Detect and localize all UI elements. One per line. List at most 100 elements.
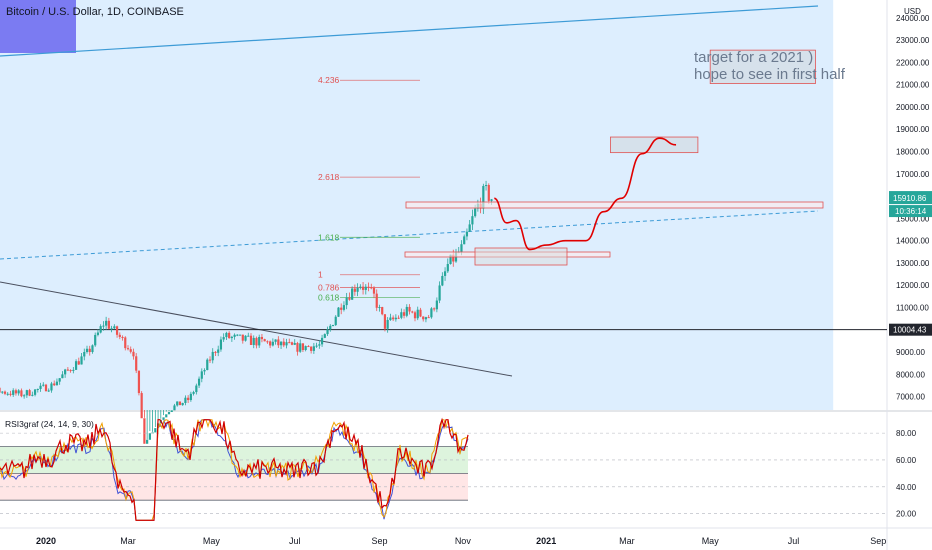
candle-body-2020-02-10	[99, 326, 102, 333]
candle-body-2020-11-10	[474, 208, 477, 217]
candle-body-2020-03-15	[146, 439, 149, 444]
candle-body-2020-02-16	[107, 320, 110, 329]
candle-body-2020-03-09	[137, 370, 141, 394]
candle-body-2020-07-05	[299, 343, 302, 352]
candle-body-2020-09-03	[381, 307, 384, 315]
candle-body-2020-04-04	[173, 405, 176, 411]
candle-body-2020-04-10	[181, 402, 184, 406]
candle-body-2020-10-25	[452, 254, 455, 262]
candle-body-2020-10-23	[449, 254, 452, 265]
candle-body-2020-08-02	[337, 307, 340, 317]
candle-body-2020-05-22	[238, 334, 242, 336]
candle-body-2020-01-15	[64, 369, 67, 375]
candle-body-2020-11-06	[468, 224, 471, 232]
fib-level-label: 0.786	[318, 282, 340, 292]
price-tick-label: 11000.00	[896, 304, 929, 313]
candle-body-2020-04-06	[176, 401, 179, 406]
candle-body-2019-12-24	[33, 389, 37, 395]
candle-body-2020-08-10	[348, 297, 351, 300]
candle-body-2020-05-16	[230, 336, 233, 339]
candle-body-2020-04-12	[184, 397, 187, 403]
rsi-red-line	[0, 417, 469, 521]
candle-body-2020-01-17	[66, 369, 69, 371]
candle-body-2020-03-27	[162, 417, 165, 420]
candle-body-2020-02-22	[115, 326, 119, 335]
candle-body-2020-01-25	[77, 361, 80, 365]
candle-body-2020-08-26	[370, 287, 373, 289]
candle-body-2020-04-26	[203, 370, 206, 372]
candle-body-2020-04-30	[208, 359, 212, 361]
candle-body-2020-01-05	[50, 383, 53, 391]
candle-body-2019-12-12	[17, 390, 20, 394]
candle-body-2020-08-30	[375, 293, 378, 308]
candle-body-2020-01-09	[55, 381, 59, 386]
candle-body-2020-08-22	[364, 286, 367, 290]
candle-body-2019-12-14	[20, 390, 23, 397]
candle-body-2020-07-31	[334, 316, 337, 326]
candle-body-2020-05-14	[228, 332, 231, 339]
candle-body-2020-01-19	[69, 370, 72, 372]
candle-body-2020-07-23	[323, 334, 326, 338]
candle-body-2019-12-22	[31, 394, 34, 396]
candle-body-2020-08-06	[342, 305, 346, 310]
candle-body-2020-06-13	[269, 341, 272, 346]
candle-body-2020-02-04	[91, 345, 94, 353]
fib-level-label: 0.618	[318, 292, 340, 302]
candle-body-2020-09-13	[394, 317, 397, 320]
channel-top-line	[0, 5, 819, 57]
price-tick-label: 7000.00	[896, 393, 925, 402]
candle-body-2020-05-04	[214, 351, 217, 353]
candle-body-2020-07-21	[320, 337, 324, 345]
candle-body-2020-10-31	[460, 244, 463, 252]
candle-body-2019-12-10	[14, 390, 18, 394]
candle-body-2020-07-25	[326, 329, 329, 335]
candle-body-2020-08-04	[340, 307, 343, 310]
candle-body-2020-08-18	[359, 286, 362, 288]
candle-body-2020-01-23	[74, 361, 78, 370]
candle-body-2020-10-11	[433, 308, 436, 310]
rsi-tick-label: 20.00	[896, 510, 917, 519]
candle-body-2020-09-05	[383, 314, 387, 329]
channel-dashed-line	[0, 210, 819, 260]
candle-body-2020-02-28	[124, 337, 127, 349]
candle-body-2020-09-11	[392, 317, 395, 320]
price-tick-label: 15000.00	[896, 214, 930, 223]
candle-body-2020-11-20	[487, 185, 490, 201]
candle-body-2020-09-07	[386, 319, 389, 329]
candle-body-2020-05-24	[241, 334, 244, 341]
candle-body-2020-06-05	[258, 336, 261, 346]
rsi-tick-label: 80.00	[896, 429, 917, 438]
candle-body-2020-10-09	[430, 308, 433, 318]
time-tick-label: Sep	[870, 536, 886, 546]
candle-body-2020-10-17	[441, 275, 444, 286]
candle-body-2020-07-03	[296, 343, 299, 352]
candle-body-2020-04-02	[170, 410, 173, 413]
candle-body-2019-12-02	[3, 391, 7, 394]
price-tick-label: 12000.00	[896, 281, 930, 290]
candle-body-2020-11-04	[465, 231, 469, 237]
candle-body-2020-05-12	[225, 332, 228, 338]
candle-body-2020-02-12	[102, 325, 105, 327]
annotation-line2: hope to see in first half	[694, 66, 846, 83]
candle-body-2020-08-12	[351, 288, 354, 300]
target-zone	[610, 136, 699, 154]
candle-body-2020-02-02	[88, 348, 91, 353]
price-tick-label: 14000.00	[896, 237, 930, 246]
price-tick-label: 18000.00	[896, 148, 930, 157]
candle-body-2020-03-21	[154, 428, 157, 433]
price-tick-label: 20000.00	[896, 103, 930, 112]
candle-body-2020-02-06	[94, 334, 97, 346]
candle-body-2020-04-22	[197, 378, 201, 386]
candle-body-2020-10-07	[427, 317, 430, 319]
time-tick-label: 2020	[36, 536, 56, 546]
candle-body-2019-12-04	[6, 393, 9, 395]
descending-trendline	[0, 281, 513, 377]
candle-body-2020-11-16	[482, 185, 485, 209]
time-tick-label: Jul	[788, 536, 800, 546]
candle-body-2020-05-10	[222, 337, 225, 340]
candle-body-2020-06-07	[260, 336, 264, 340]
candle-body-2020-08-08	[345, 297, 348, 306]
candle-body-2019-12-26	[36, 388, 39, 390]
candle-body-2020-03-01	[126, 348, 130, 350]
